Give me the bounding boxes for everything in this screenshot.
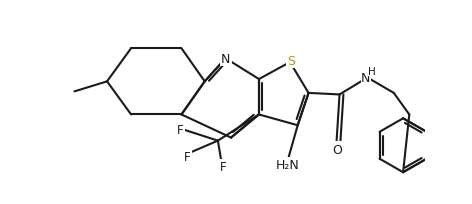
Text: N: N bbox=[221, 52, 230, 65]
Text: F: F bbox=[220, 161, 227, 173]
Text: O: O bbox=[332, 143, 342, 156]
Text: H: H bbox=[368, 66, 376, 76]
Text: N: N bbox=[361, 72, 371, 85]
Text: S: S bbox=[287, 55, 295, 68]
Text: F: F bbox=[185, 150, 191, 163]
Text: F: F bbox=[177, 124, 184, 137]
Text: H₂N: H₂N bbox=[276, 158, 300, 171]
